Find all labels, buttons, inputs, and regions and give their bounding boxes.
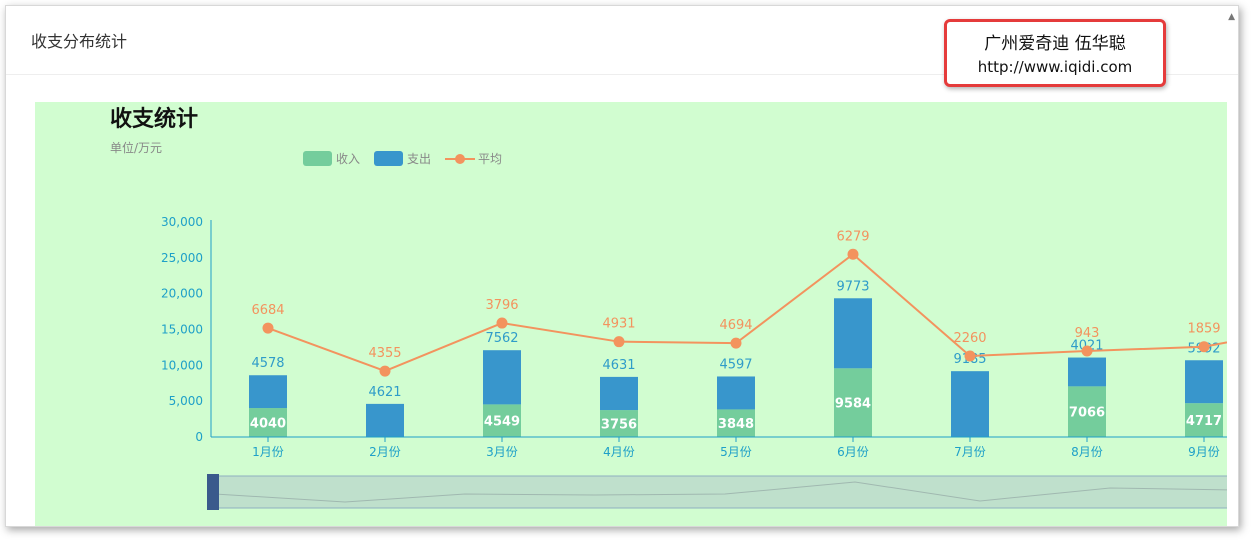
vertical-scrollbar[interactable]: ▲ [1225,12,1235,72]
bar-expense[interactable] [249,375,287,409]
income-expense-chart: 收支统计 单位/万元 收入 支出 平均 0 5,000 10,000 15,000 20… [110,106,1227,510]
average-point-label: 2260 [953,331,986,346]
average-point[interactable] [613,336,625,348]
x-tick-label: 1月份 [252,445,284,459]
bar-expense[interactable] [1185,360,1223,404]
average-point-label: 1859 [1187,322,1220,337]
average-point-label: 6279 [836,229,869,244]
bar-expense[interactable] [717,376,755,410]
legend-label-average: 平均 [478,152,502,166]
chart-area: 收支统计 单位/万元 收入 支出 平均 0 5,000 10,000 15,000 20… [35,102,1227,526]
bar-expense-label: 9773 [836,279,869,294]
average-line: 6684 4355 3796 4931 4694 6279 2260 943 1859 [251,229,1227,377]
legend-item-average[interactable]: 平均 [445,152,502,166]
bar-income[interactable] [600,410,638,437]
bar-income[interactable] [717,409,755,437]
legend-item-income[interactable]: 收入 [303,151,360,166]
data-zoom-handle-left[interactable] [207,474,219,510]
average-point[interactable] [730,337,742,349]
stats-panel: 收支分布统计 ▲ 收支统计 单位/万元 收入 支出 平均 [5,5,1239,527]
legend-label-income: 收入 [336,152,360,166]
watermark-author: 广州爱奇迪 伍华聪 [984,34,1126,54]
average-point[interactable] [496,317,508,329]
scroll-up-arrow-icon[interactable]: ▲ [1228,12,1235,22]
average-point[interactable] [379,365,391,377]
x-tick-label: 7月份 [954,445,986,459]
y-tick-label: 25,000 [161,251,203,265]
average-point-label: 943 [1075,326,1100,341]
bar-income[interactable] [1068,386,1106,437]
bar-income[interactable] [834,368,872,437]
average-series-line [267,252,1227,373]
legend-item-expense[interactable]: 支出 [374,151,431,166]
y-tick-label: 30,000 [161,215,203,229]
bar-income[interactable] [1185,403,1223,437]
y-tick-label: 20,000 [161,287,203,301]
bar-income-label: 7066 [1069,406,1105,421]
watermark-badge: 广州爱奇迪 伍华聪 http://www.iqidi.com [944,19,1166,87]
x-tick-label: 5月份 [720,445,752,459]
bar-expense[interactable] [600,376,638,411]
legend-swatch-income [303,151,332,166]
average-point-label: 4355 [368,346,401,361]
bar-expense-label: 4621 [368,385,401,400]
average-point-label: 4694 [719,318,752,333]
x-tick-label: 4月份 [603,445,635,459]
x-tick-label: 2月份 [369,445,401,459]
bar-income[interactable] [249,408,287,437]
x-tick-label: 3月份 [486,445,518,459]
bar-expense[interactable] [834,298,872,369]
average-point-label: 6684 [251,303,284,318]
average-point[interactable] [1198,341,1210,353]
bar-expense[interactable] [951,371,989,437]
bar-income-label: 3848 [718,417,754,432]
bar-expense-label: 7562 [485,331,518,346]
y-axis: 0 5,000 10,000 15,000 20,000 25,000 30,000 [161,215,212,444]
average-point[interactable] [847,248,859,260]
panel-title: 收支分布统计 [31,32,128,51]
x-axis: 1月份 2月份 3月份 4月份 5月份 6月份 7月份 8月份 9月份 [211,436,1227,459]
bar-expense[interactable] [366,403,404,437]
y-tick-label: 15,000 [161,323,203,337]
panel-header: 收支分布统计 [6,6,1238,75]
legend-dot-average [455,154,465,164]
bar-income-label: 4549 [484,415,520,430]
x-tick-label: 6月份 [837,445,869,459]
y-tick-label: 10,000 [161,358,203,372]
average-point[interactable] [964,350,976,362]
bar-income-label: 3756 [601,418,637,433]
legend-swatch-expense [374,151,403,166]
watermark-url: http://www.iqidi.com [977,58,1133,76]
average-point[interactable] [262,322,274,334]
x-tick-label: 9月份 [1188,445,1220,459]
legend-label-expense: 支出 [407,152,431,166]
bar-income-label: 4040 [250,417,286,432]
bars: 4040 4578 4621 4549 7562 3756 4631 3848 4597 9584… [249,279,1223,437]
average-point-label: 3796 [485,298,518,313]
y-tick-label: 0 [195,430,203,444]
data-zoom-track[interactable] [210,475,1227,509]
chart-title: 收支统计 [110,106,198,132]
bar-expense[interactable] [483,350,521,405]
average-point-label: 4931 [602,317,635,332]
legend: 收入 支出 平均 [303,151,502,166]
bar-income-label: 4717 [1186,414,1222,429]
bar-income-label: 9584 [835,397,871,412]
bar-expense-label: 4597 [719,357,752,372]
bar-expense-label: 4631 [602,358,635,373]
y-tick-label: 5,000 [169,394,203,408]
bar-expense-label: 4578 [251,356,284,371]
data-zoom-preview-line [214,481,1227,503]
data-zoom-slider[interactable] [207,474,1227,510]
average-point[interactable] [1081,345,1093,357]
bar-expense[interactable] [1068,357,1106,387]
x-tick-label: 8月份 [1071,445,1103,459]
chart-subtitle: 单位/万元 [110,140,162,155]
bar-income[interactable] [483,404,521,437]
